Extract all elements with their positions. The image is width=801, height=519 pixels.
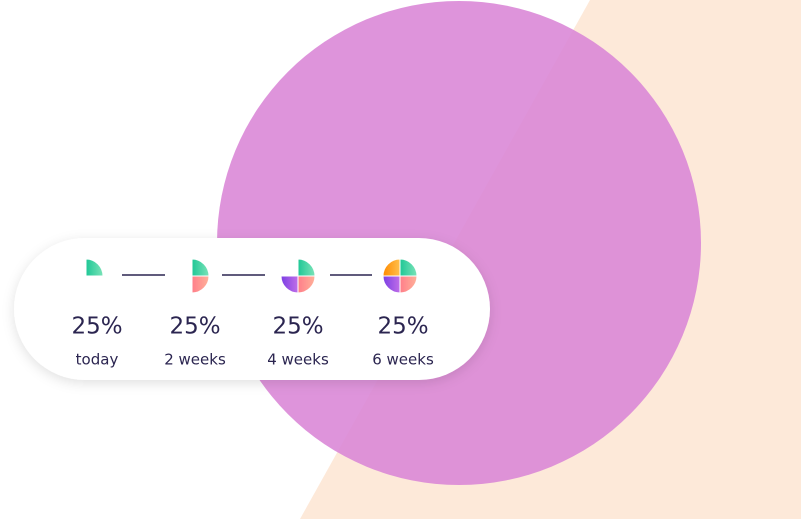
steps: 25% today 25% 2 weeks 25% 4 weeks 25% 6 weeks xyxy=(71,258,434,369)
installment-amount: 25% xyxy=(272,314,323,340)
icon-quarter xyxy=(280,275,299,294)
installment-icon xyxy=(191,258,210,294)
installment-label: today xyxy=(76,351,119,369)
icon-quarter xyxy=(382,258,401,277)
installment-amount: 25% xyxy=(169,314,220,340)
installment-icon xyxy=(85,258,104,277)
icon-quarter xyxy=(191,275,210,294)
installment-label: 2 weeks xyxy=(164,351,226,369)
installment-amount: 25% xyxy=(71,314,122,340)
installment-icon xyxy=(280,258,316,294)
icon-quarter xyxy=(85,258,104,277)
installment-label: 6 weeks xyxy=(372,351,434,369)
schedule-card xyxy=(14,238,490,380)
installment-label: 4 weeks xyxy=(267,351,329,369)
installment-icon xyxy=(382,258,418,294)
installment-amount: 25% xyxy=(377,314,428,340)
